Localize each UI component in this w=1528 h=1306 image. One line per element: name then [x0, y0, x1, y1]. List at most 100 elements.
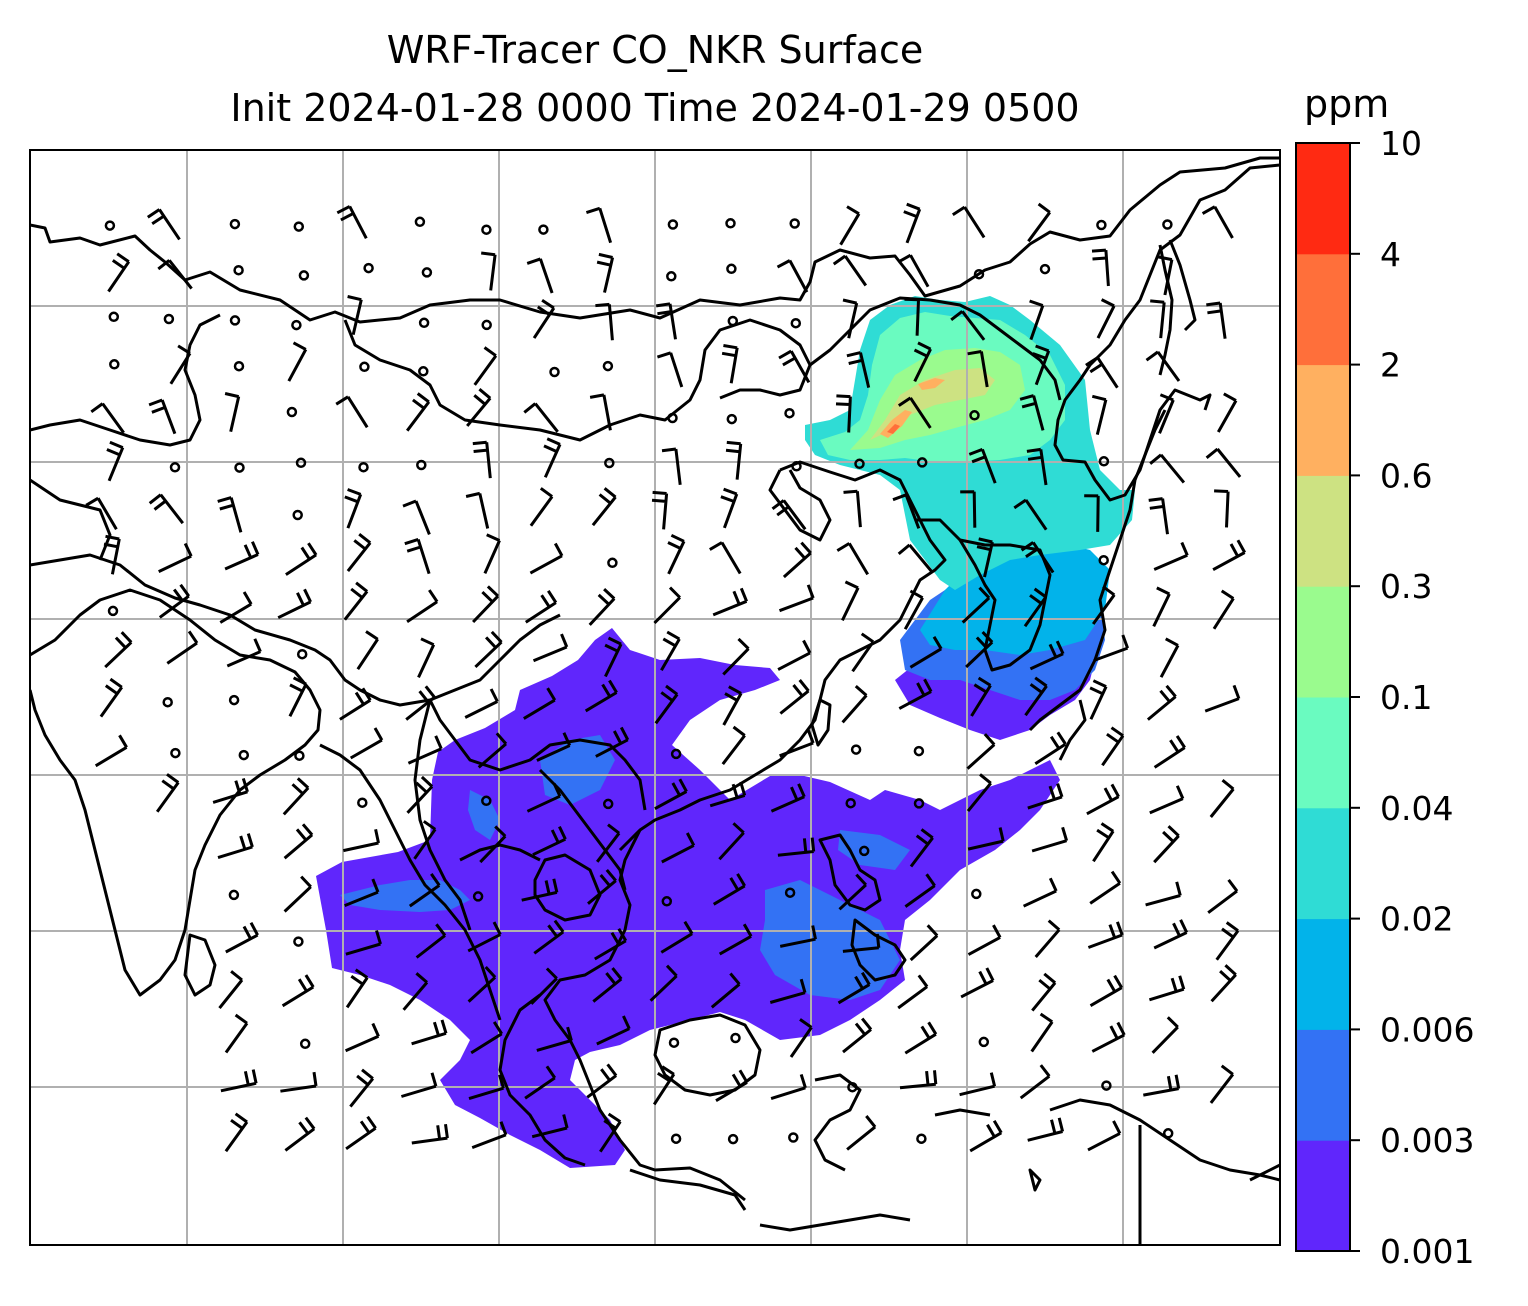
wind-barb [599, 1112, 622, 1153]
wind-calm-marker [228, 694, 240, 706]
wind-barb [466, 388, 492, 427]
wind-barb [530, 967, 558, 1005]
wind-barb [771, 499, 807, 531]
wind-calm-marker [727, 1133, 739, 1145]
wind-calm-marker [858, 845, 870, 857]
wind-barb [225, 921, 259, 954]
wind-barb [961, 586, 991, 624]
wind-barb [1032, 344, 1051, 386]
wind-barb [1101, 726, 1125, 767]
wind-barb [468, 1074, 505, 1101]
wind-calm-marker [726, 263, 737, 275]
wind-barb [950, 310, 986, 341]
wind-calm-marker [238, 749, 250, 761]
co-tracer-field [316, 296, 1135, 1168]
map-area [30, 150, 1280, 1245]
wind-calm-marker [969, 410, 980, 421]
wind-calm-marker [357, 797, 368, 808]
wind-barb [1209, 1064, 1235, 1104]
wind-barb [404, 537, 431, 575]
colorbar-tick-label: 0.3 [1380, 567, 1432, 606]
wind-barb [782, 541, 812, 579]
wind-barb [277, 588, 312, 620]
wind-barb [521, 878, 559, 902]
wind-calm-marker [299, 1038, 311, 1050]
wind-barb [531, 1114, 569, 1139]
border-myanmar [413, 699, 472, 931]
wind-barb [712, 873, 746, 906]
wind-barb [212, 777, 249, 804]
wind-barb [960, 967, 995, 999]
wind-barb [595, 726, 630, 758]
wind-barb [839, 205, 861, 246]
wind-barb [1085, 356, 1119, 389]
wind-calm-marker [481, 795, 492, 807]
wind-barb [903, 589, 924, 630]
colorbar: 0.001 0.003 0.006 0.02 0.04 0.1 0.3 0.6 2 4 10 [1295, 124, 1474, 1271]
wind-barb [718, 822, 745, 861]
wind-barb [526, 257, 554, 294]
wind-barb [841, 684, 868, 724]
wind-calm-marker [847, 1081, 858, 1093]
wind-barb [1029, 640, 1065, 671]
wind-barb [284, 1116, 316, 1152]
colorbar-band [1296, 253, 1350, 366]
wind-calm-marker [850, 744, 862, 755]
wind-barb [1157, 255, 1174, 296]
wind-barb [667, 533, 686, 575]
wind-calm-marker [549, 366, 560, 378]
wind-barb [347, 295, 363, 336]
wind-barb [1026, 447, 1048, 486]
wind-barb [1153, 825, 1180, 864]
wind-barb [288, 676, 308, 717]
wind-barb [967, 827, 1005, 851]
border-pakistan [30, 478, 112, 561]
wind-barb [282, 777, 310, 816]
wind-barb [335, 395, 369, 429]
wind-barb [1146, 684, 1177, 721]
wind-barb [1023, 587, 1048, 628]
wind-barb [898, 678, 933, 710]
border-india-north [30, 553, 561, 707]
wind-barb [778, 349, 811, 384]
wind-calm-marker [233, 360, 245, 372]
wind-barb [1030, 1012, 1054, 1053]
wind-barb [470, 1021, 503, 1055]
wind-barb [592, 967, 623, 1003]
wind-barb [660, 920, 694, 954]
wind-calm-marker [229, 315, 241, 326]
coastline-kamchatka [1168, 239, 1197, 332]
wind-barb [903, 202, 922, 244]
wind-barb [965, 630, 994, 669]
wind-barb [342, 828, 380, 853]
wind-barb [1027, 783, 1064, 810]
wind-calm-marker [109, 359, 120, 370]
wind-barb [285, 542, 318, 576]
wind-barb [473, 346, 498, 386]
wind-barb [1019, 1064, 1051, 1100]
wind-barb [779, 729, 815, 758]
wind-barb [472, 585, 500, 624]
wind-barb [217, 833, 254, 860]
wind-calm-marker [607, 557, 618, 569]
wind-calm-marker [784, 407, 795, 419]
wind-barb [776, 259, 809, 293]
wind-calm-marker [418, 317, 430, 329]
wind-barb [1034, 731, 1067, 765]
wind-barb [217, 496, 243, 533]
wind-barb [837, 971, 871, 1005]
colorbar-tick-label: 10 [1380, 124, 1422, 163]
wind-barb [654, 684, 679, 725]
coastline-china-east [618, 460, 947, 852]
wind-calm-marker [790, 317, 802, 329]
wind-barb [146, 208, 181, 241]
map-title-line1: WRF-Tracer CO_NKR Surface [386, 28, 924, 72]
wind-barb [778, 584, 815, 613]
wind-barb [653, 586, 681, 625]
wind-barb [595, 302, 614, 341]
wind-barb [483, 533, 501, 575]
wind-barb [536, 732, 572, 762]
wind-barb [1034, 919, 1061, 958]
wind-barb [1151, 1016, 1179, 1054]
wind-barb [897, 543, 934, 574]
